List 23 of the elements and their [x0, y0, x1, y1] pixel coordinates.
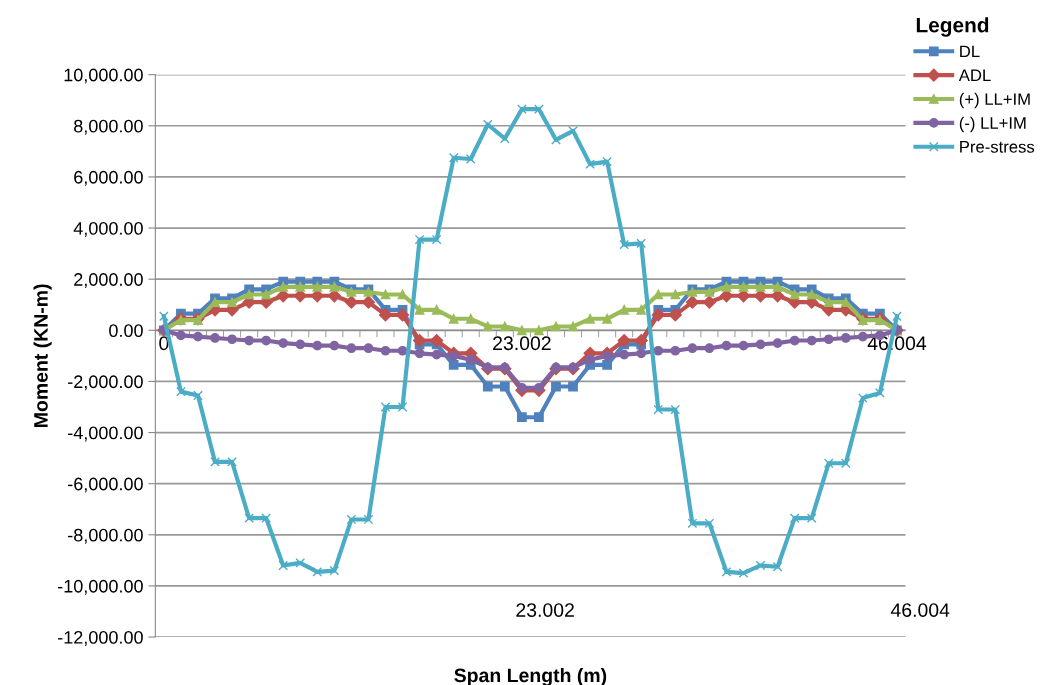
- y-tick-label: 10,000.00: [64, 68, 143, 84]
- legend-label: DL: [960, 45, 980, 58]
- y-tick-label: 4,000.00: [73, 221, 143, 237]
- y-tick-label: -8,000.00: [68, 528, 143, 544]
- legend-label: ADL: [958, 69, 991, 81]
- y-tick-label: -10,000.00: [58, 579, 143, 595]
- x-tick-label: 23.002: [493, 336, 551, 351]
- annotation: 23.002: [516, 603, 574, 617]
- y-tick-label: 8,000.00: [74, 119, 143, 135]
- annotation: 46.004: [890, 603, 950, 617]
- legend-title: Legend: [916, 17, 989, 37]
- y-tick-label: -6,000.00: [68, 477, 143, 493]
- y-tick-label: -2,000.00: [68, 375, 143, 391]
- y-tick-label: -12,000.00: [58, 630, 143, 646]
- y-tick-label: 6,000.00: [74, 170, 143, 186]
- legend-label: (-) LL+IM: [959, 116, 1026, 133]
- y-tick-label: -4,000.00: [68, 426, 143, 442]
- x-tick-label: 0: [159, 336, 169, 351]
- y-tick-label: 2,000.00: [74, 273, 143, 289]
- y-tick-label: 0.00: [109, 324, 143, 338]
- legend-label: Pre-stress: [960, 141, 1035, 153]
- legend-label: (+) LL+IM: [959, 92, 1030, 109]
- y-axis-title: Moment (KN-m): [33, 284, 52, 427]
